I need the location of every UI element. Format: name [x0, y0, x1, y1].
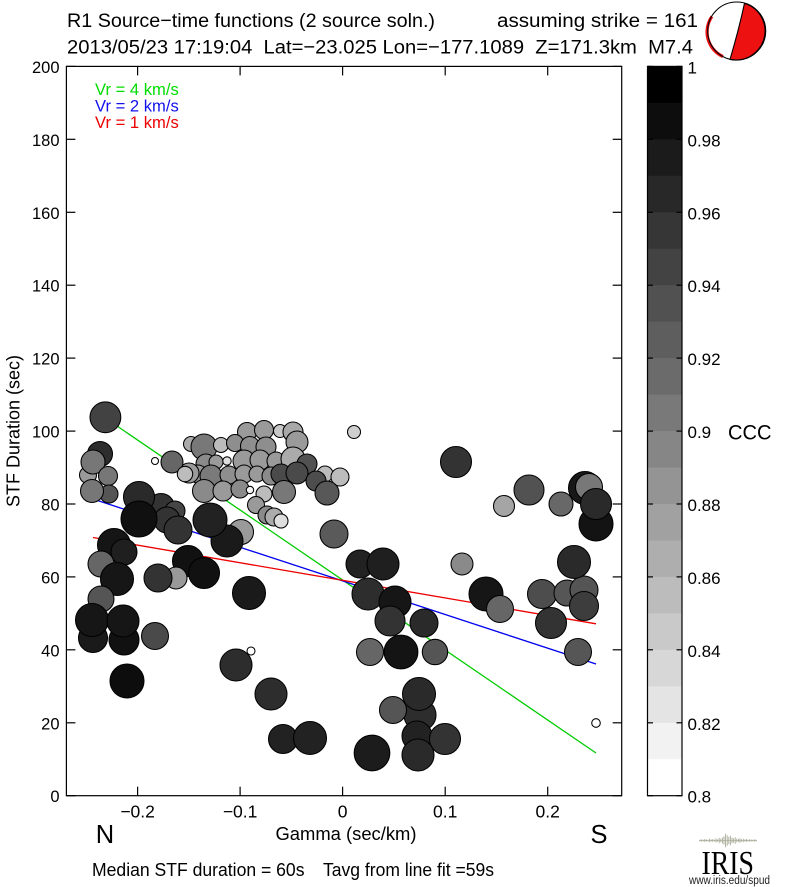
svg-text:N: N — [96, 821, 114, 849]
svg-text:Median STF duration = 60s: Median STF duration = 60s — [92, 860, 305, 880]
svg-text:140: 140 — [32, 278, 60, 296]
svg-text:0.92: 0.92 — [688, 350, 721, 369]
svg-text:120: 120 — [32, 351, 60, 369]
svg-text:Vr = 1 km/s: Vr = 1 km/s — [95, 113, 179, 132]
svg-text:0.84: 0.84 — [688, 642, 721, 661]
svg-text:−0.2: −0.2 — [120, 802, 155, 822]
svg-text:0.1: 0.1 — [433, 802, 457, 822]
svg-text:−0.1: −0.1 — [223, 802, 258, 822]
svg-text:0.98: 0.98 — [688, 131, 721, 150]
svg-text:60: 60 — [41, 569, 59, 587]
svg-text:0.86: 0.86 — [688, 569, 721, 588]
svg-text:0.8: 0.8 — [688, 788, 712, 807]
svg-text:S: S — [590, 821, 607, 849]
svg-text:0: 0 — [338, 802, 348, 822]
svg-text:Vr = 2 km/s: Vr = 2 km/s — [95, 97, 179, 116]
svg-text:40: 40 — [41, 642, 59, 660]
svg-text:80: 80 — [41, 497, 59, 515]
svg-text:2013/05/23 17:19:04 Lat=−23.0: 2013/05/23 17:19:04 Lat=−23.025 Lon=−177… — [67, 37, 693, 59]
svg-text:STF Duration (sec): STF Duration (sec) — [4, 355, 24, 507]
svg-text:0.96: 0.96 — [688, 204, 721, 223]
svg-text:IRIS: IRIS — [702, 845, 755, 882]
svg-text:0.94: 0.94 — [688, 277, 721, 296]
svg-text:0.2: 0.2 — [536, 802, 560, 822]
svg-text:0.9: 0.9 — [688, 423, 712, 442]
svg-text:Gamma (sec/km): Gamma (sec/km) — [276, 823, 417, 844]
svg-text:CCC: CCC — [728, 421, 772, 445]
svg-text:20: 20 — [41, 715, 59, 733]
svg-text:R1 Source−time functions (2 so: R1 Source−time functions (2 source soln.… — [67, 10, 435, 32]
svg-text:1: 1 — [688, 58, 697, 77]
svg-text:www.iris.edu/spud: www.iris.edu/spud — [688, 875, 770, 887]
svg-text:Tavg from line fit =59s: Tavg from line fit =59s — [323, 860, 494, 880]
svg-text:assuming strike = 161: assuming strike = 161 — [497, 10, 698, 32]
svg-text:0.88: 0.88 — [688, 496, 721, 515]
svg-text:180: 180 — [32, 132, 60, 150]
svg-text:160: 160 — [32, 205, 60, 223]
svg-text:0: 0 — [50, 788, 59, 806]
svg-text:0.82: 0.82 — [688, 715, 721, 734]
svg-text:Vr = 4 km/s: Vr = 4 km/s — [95, 80, 179, 99]
svg-text:100: 100 — [32, 424, 60, 442]
svg-text:200: 200 — [32, 59, 60, 77]
